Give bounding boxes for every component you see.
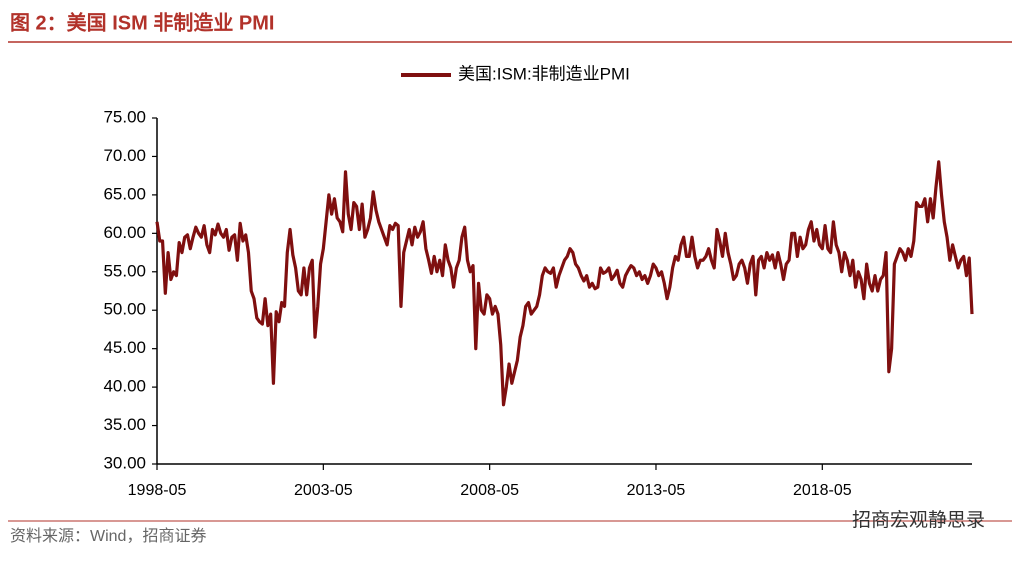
watermark: 招商宏观静思录 [852, 509, 985, 531]
y-tick-label: 30.00 [103, 453, 146, 472]
source: 资料来源：Wind，招商证券 [10, 527, 206, 545]
legend-label: 美国:ISM:非制造业PMI [458, 64, 630, 83]
figure-title: 图 2：美国 ISM 非制造业 PMI [10, 10, 274, 34]
x-tick-label: 2013-05 [627, 482, 686, 499]
y-tick-label: 45.00 [103, 338, 146, 357]
y-tick-label: 55.00 [103, 261, 146, 280]
y-tick-label: 70.00 [103, 146, 146, 165]
y-tick-label: 35.00 [103, 415, 146, 434]
y-tick-label: 40.00 [103, 377, 146, 396]
x-tick-label: 2003-05 [294, 482, 353, 499]
x-tick-label: 2008-05 [460, 482, 519, 499]
x-tick-label: 1998-05 [128, 482, 187, 499]
x-tick-label: 2018-05 [793, 482, 852, 499]
y-tick-label: 75.00 [103, 107, 146, 126]
y-tick-label: 50.00 [103, 300, 146, 319]
series-line [155, 160, 974, 407]
y-tick-label: 65.00 [103, 184, 146, 203]
y-tick-label: 60.00 [103, 223, 146, 242]
